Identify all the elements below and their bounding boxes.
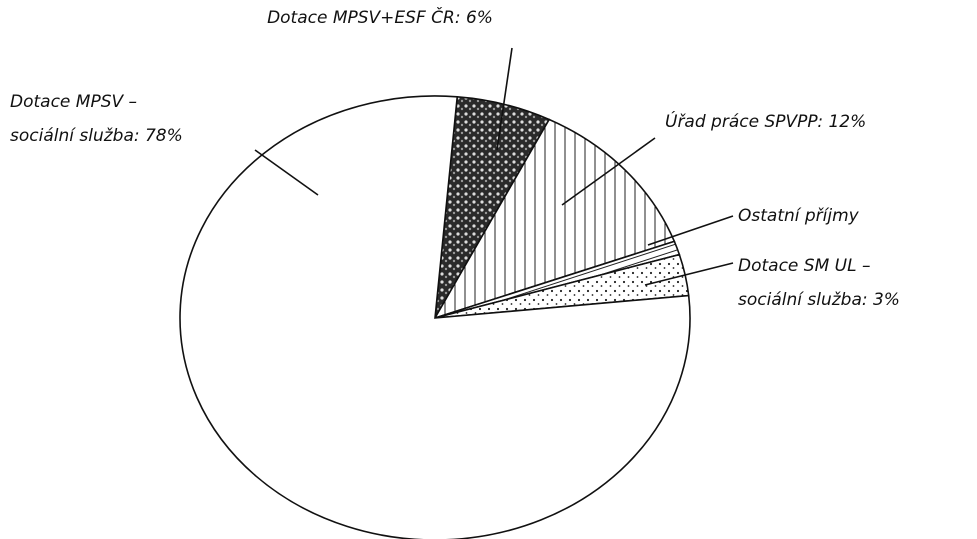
slice-label: Dotace SM UL – — [738, 256, 870, 276]
slice-label: Dotace MPSV+ESF ČR: 6% — [267, 6, 493, 28]
chart: Dotace MPSV+ESF ČR: 6% Úřad práce SPVPP: … — [0, 0, 977, 539]
slice-label: Ostatní příjmy — [738, 206, 860, 226]
slice-label: sociální služba: 78% — [10, 126, 183, 146]
slice-label: Úřad práce SPVPP: 12% — [665, 110, 866, 132]
slice-label: Dotace MPSV – — [10, 92, 137, 112]
slice-label: sociální služba: 3% — [738, 290, 900, 310]
